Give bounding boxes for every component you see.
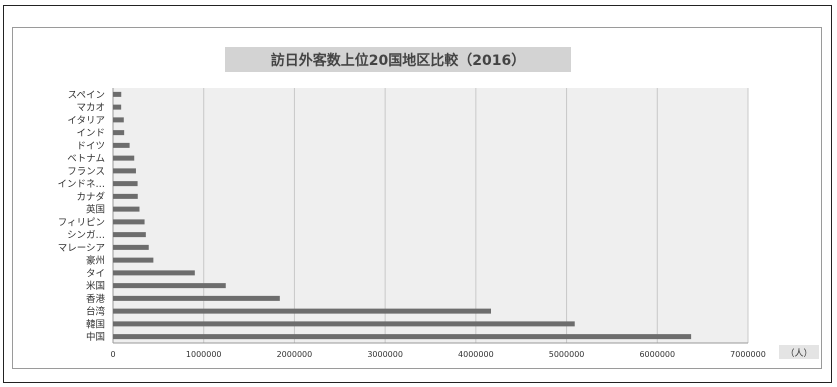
bar xyxy=(113,308,492,314)
category-label: スペイン xyxy=(68,90,105,101)
category-label: フランス xyxy=(67,166,105,177)
bar xyxy=(113,168,136,174)
chart-title: 訪日外客数上位20国地区比較（2016） xyxy=(271,52,525,69)
category-label: 韓国 xyxy=(86,319,105,330)
bar xyxy=(113,283,226,289)
x-tick-label: 5000000 xyxy=(549,350,585,359)
category-label: マレーシア xyxy=(58,243,105,254)
bar xyxy=(113,232,146,238)
bar xyxy=(113,117,124,123)
plot-background xyxy=(113,88,748,343)
unit-label-box xyxy=(779,345,819,359)
category-label: シンガ… xyxy=(67,230,105,241)
category-label: 豪州 xyxy=(86,255,105,267)
bar xyxy=(113,244,149,250)
x-tick-label: 1000000 xyxy=(186,350,222,359)
title-background xyxy=(225,47,571,72)
bar xyxy=(113,104,122,110)
x-tick-label: 0 xyxy=(110,350,115,359)
category-label: 香港 xyxy=(86,293,106,305)
x-tick-label: 6000000 xyxy=(639,350,675,359)
unit-label: （人） xyxy=(785,348,812,359)
category-label: ベトナム xyxy=(67,154,105,165)
category-label: インド xyxy=(76,128,105,139)
bar xyxy=(113,206,140,212)
bar xyxy=(113,181,138,187)
category-label: インドネ… xyxy=(57,179,105,190)
bar xyxy=(113,321,575,327)
category-label: フィリピン xyxy=(58,217,105,228)
category-label: 台湾 xyxy=(86,306,106,318)
bar xyxy=(113,295,280,301)
x-tick-label: 4000000 xyxy=(458,350,494,359)
category-label: 中国 xyxy=(86,331,105,343)
x-tick-label: 2000000 xyxy=(277,350,313,359)
bar xyxy=(113,142,130,148)
bar xyxy=(113,155,135,161)
bar xyxy=(113,193,138,199)
category-label: 英国 xyxy=(86,204,105,216)
x-tick-label: 7000000 xyxy=(730,350,766,359)
bar xyxy=(113,257,154,263)
x-tick-label: 3000000 xyxy=(367,350,403,359)
bar xyxy=(113,334,692,340)
category-label: カナダ xyxy=(76,191,105,203)
category-label: タイ xyxy=(86,268,105,279)
category-label: マカオ xyxy=(76,103,105,114)
bar xyxy=(113,270,195,276)
category-label: イタリア xyxy=(67,115,105,126)
bar xyxy=(113,130,125,136)
bar xyxy=(113,219,145,225)
category-label: 米国 xyxy=(86,280,105,292)
bar xyxy=(113,91,122,97)
category-label: ドイツ xyxy=(76,141,105,152)
